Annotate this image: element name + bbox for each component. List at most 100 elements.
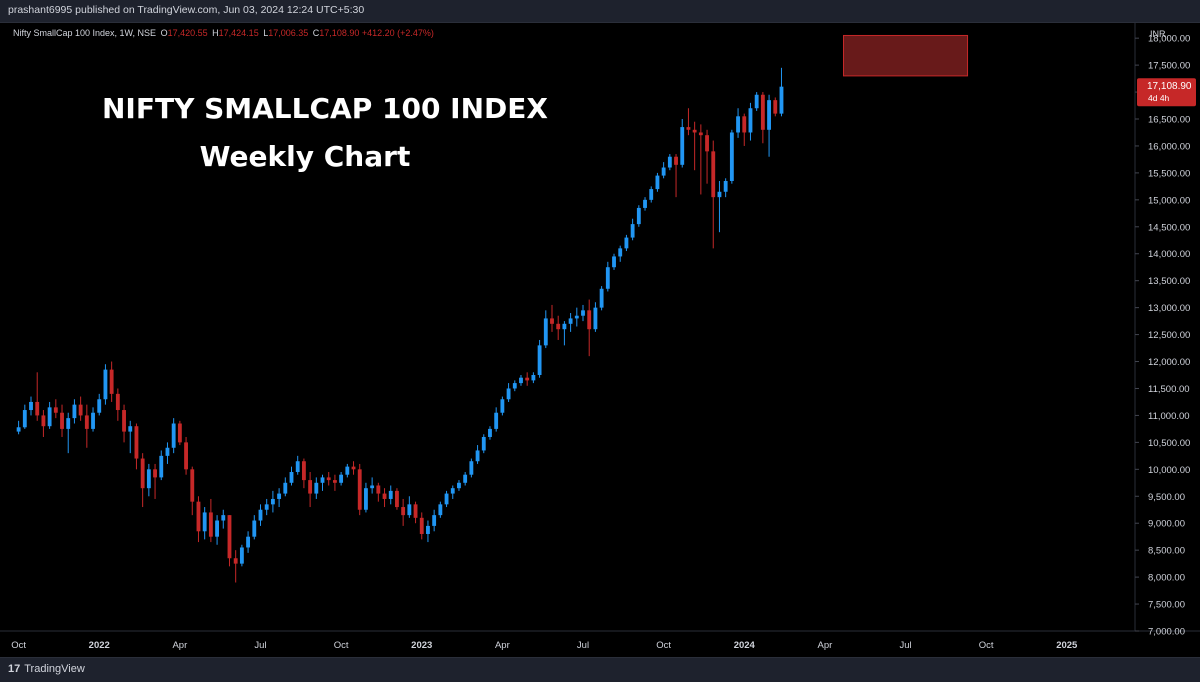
currency-label: INR xyxy=(1150,29,1166,39)
candle-body xyxy=(370,485,375,489)
candle-body xyxy=(258,509,263,521)
candle-body xyxy=(612,256,616,268)
x-tick-label: 2024 xyxy=(734,640,756,651)
x-tick-label: 2022 xyxy=(89,640,110,651)
x-tick-label: Apr xyxy=(495,640,510,651)
y-tick-label: 10,000.00 xyxy=(1148,465,1190,476)
candle-body xyxy=(78,404,83,416)
x-tick-label: Jul xyxy=(899,640,911,651)
candle-body xyxy=(221,515,226,521)
candle-body xyxy=(314,482,319,494)
candle-body xyxy=(667,156,672,168)
publisher-bar: prashant6995 published on TradingView.co… xyxy=(0,0,1200,23)
candle-body xyxy=(444,493,449,505)
candle-body xyxy=(754,94,759,109)
candle-body xyxy=(364,488,368,510)
candle-body xyxy=(233,558,238,564)
candle-body xyxy=(618,248,623,257)
x-tick-label: 2023 xyxy=(411,640,432,651)
candle-body xyxy=(177,423,182,443)
y-tick-label: 16,500.00 xyxy=(1148,115,1190,126)
footer-bar: 17 TradingView xyxy=(0,657,1200,682)
candle-body xyxy=(295,461,300,473)
candle-body xyxy=(351,466,356,470)
candle-body xyxy=(643,199,647,208)
candle-body xyxy=(574,315,579,319)
candle-body xyxy=(252,520,257,537)
candle-body xyxy=(655,175,660,190)
candle-body xyxy=(270,498,275,505)
candle-body xyxy=(202,512,207,532)
y-tick-label: 12,500.00 xyxy=(1148,330,1190,341)
candle-body xyxy=(705,135,709,152)
candle-body xyxy=(53,407,58,413)
open-key: O xyxy=(160,28,168,38)
candle-body xyxy=(301,461,306,481)
candle-body xyxy=(165,447,170,456)
candle-body xyxy=(140,458,145,489)
candle-body xyxy=(382,493,387,499)
candle-body xyxy=(692,129,697,133)
candle-body xyxy=(103,369,108,400)
y-tick-label: 11,500.00 xyxy=(1148,384,1190,395)
y-tick-label: 8,500.00 xyxy=(1148,546,1185,557)
candle-body xyxy=(711,151,716,198)
candle-body xyxy=(729,132,734,181)
candle-body xyxy=(481,436,486,451)
candle-body xyxy=(215,520,219,537)
candle-body xyxy=(494,412,499,429)
candle-body xyxy=(190,469,195,502)
candle-body xyxy=(680,127,685,165)
candle-body xyxy=(208,512,213,537)
tradingview-logo-icon: 17 xyxy=(8,663,21,675)
y-tick-label: 12,000.00 xyxy=(1148,357,1190,368)
candle-body xyxy=(401,507,406,516)
candle-body xyxy=(91,412,95,429)
last-price-label: 17,108.90 xyxy=(1147,81,1192,92)
candle-body xyxy=(146,469,151,489)
candle-body xyxy=(649,189,654,200)
open-value: 17,420.55 xyxy=(167,28,208,38)
resistance-zone-layer xyxy=(842,34,969,77)
candle-body xyxy=(246,536,251,548)
y-tick-label: 15,500.00 xyxy=(1148,168,1190,179)
axes-layer: INR 7,000.00 7,500.00 8,000.00 8,500.00 9,000… xyxy=(0,22,1200,651)
candle-body xyxy=(388,490,393,499)
candle-body xyxy=(432,515,437,526)
candle-body xyxy=(593,307,598,330)
candle-body xyxy=(519,377,523,384)
candle-body xyxy=(674,156,678,165)
symbol-label[interactable]: Nifty SmallCap 100 Index, 1W, NSE xyxy=(13,28,157,38)
candle-body xyxy=(773,100,778,114)
candle-body xyxy=(605,267,610,289)
low-key: L xyxy=(263,28,269,38)
candle-body xyxy=(438,504,443,516)
candle-body xyxy=(308,480,313,494)
y-tick-label: 11,000.00 xyxy=(1148,411,1190,422)
candle-body xyxy=(624,237,629,249)
x-tick-label: Apr xyxy=(172,640,187,651)
candle-body xyxy=(35,401,40,416)
y-tick-label: 7,500.00 xyxy=(1148,600,1185,611)
candle-body xyxy=(395,490,399,508)
y-tick-label: 13,500.00 xyxy=(1148,276,1190,287)
high-value: 17,424.15 xyxy=(218,28,259,38)
y-tick-label: 8,000.00 xyxy=(1148,573,1185,584)
candle-body xyxy=(357,469,362,510)
ohlc-legend: Nifty SmallCap 100 Index, 1W, NSE O17,42… xyxy=(13,28,434,38)
candle-body xyxy=(184,442,188,470)
change-value: +412.20 (+2.47%) xyxy=(361,28,434,38)
candle-body xyxy=(525,377,530,381)
x-tick-label: Jul xyxy=(577,640,589,651)
tradingview-logo[interactable]: 17 TradingView xyxy=(8,663,85,675)
candle-body xyxy=(550,318,554,324)
candle-body xyxy=(488,428,492,437)
candle-body xyxy=(686,127,691,130)
candle-body xyxy=(326,477,331,481)
y-tick-label: 17,500.00 xyxy=(1148,61,1190,72)
x-tick-label: Oct xyxy=(656,640,671,651)
candle-body xyxy=(159,455,164,478)
candle-body xyxy=(426,525,430,534)
